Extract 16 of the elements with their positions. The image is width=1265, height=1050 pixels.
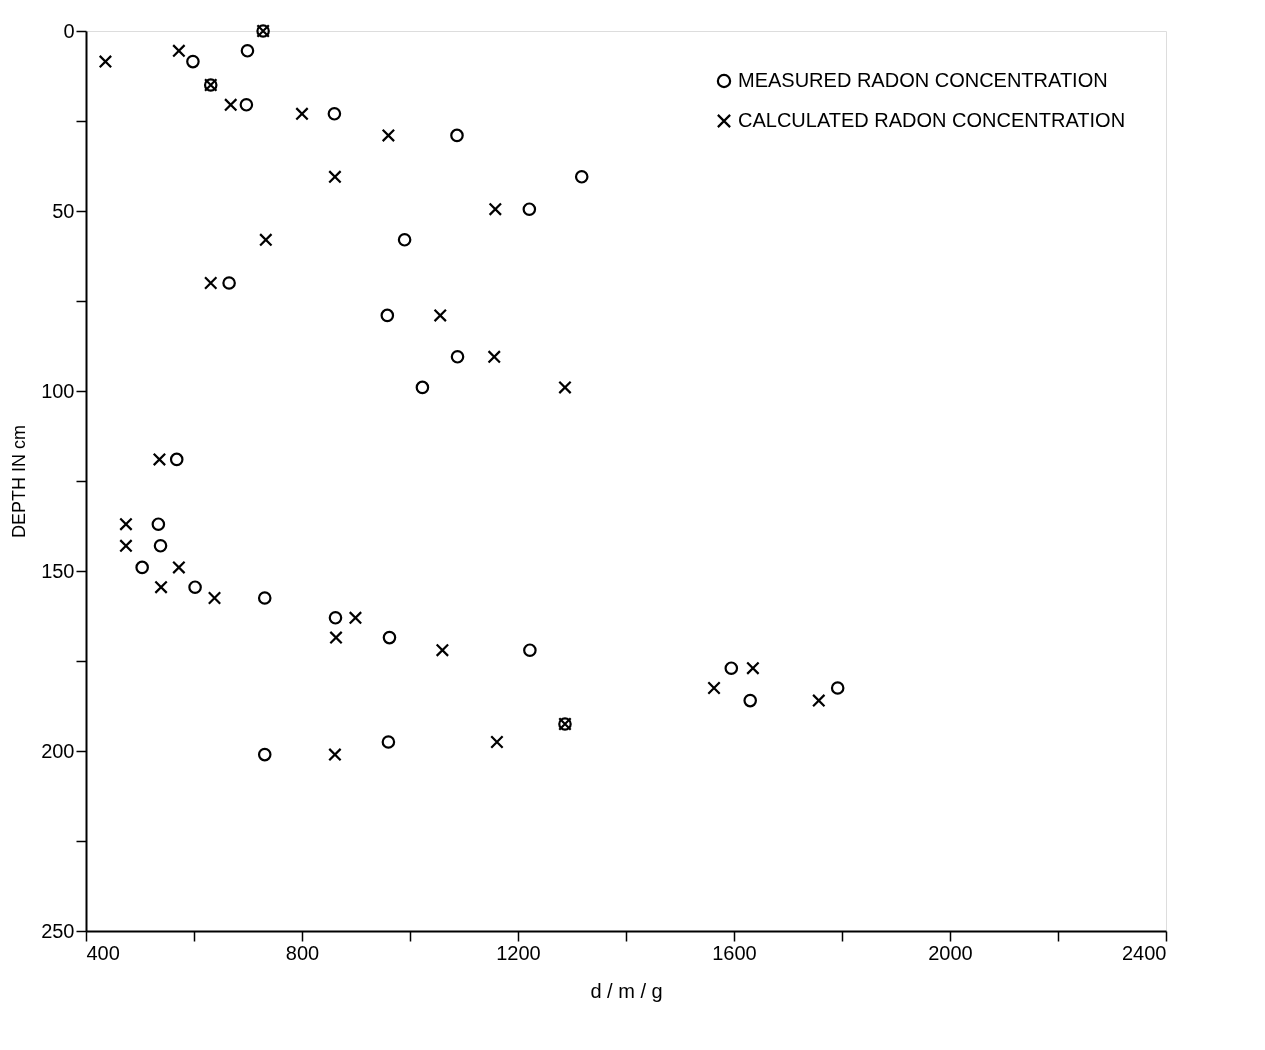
y-tick-label: 150 [41, 559, 75, 582]
x-tick-label: 1200 [496, 941, 541, 964]
y-tick-label: 0 [63, 19, 75, 42]
y-tick-label: 200 [41, 739, 75, 762]
x-tick-label: 2000 [928, 941, 973, 964]
x-tick-label: 800 [285, 941, 320, 964]
y-tick-label: 50 [52, 199, 75, 222]
legend-label: MEASURED RADON CONCENTRATION [738, 69, 1108, 91]
legend-label: CALCULATED RADON CONCENTRATION [738, 109, 1126, 131]
y-tick-label: 250 [41, 919, 75, 942]
x-tick-label: 400 [86, 941, 120, 964]
x-axis-title: d / m / g [590, 979, 663, 1002]
x-tick-label: 1600 [712, 941, 757, 964]
y-tick-label: 100 [41, 379, 75, 402]
x-tick-label: 2400 [1122, 941, 1167, 964]
y-axis-title: DEPTH IN cm [9, 424, 30, 539]
